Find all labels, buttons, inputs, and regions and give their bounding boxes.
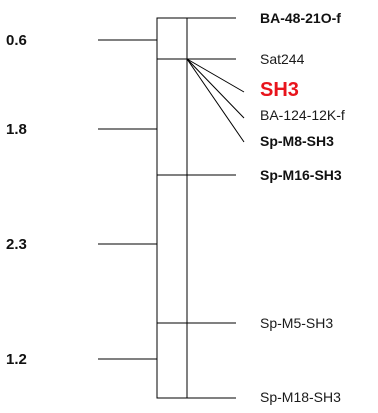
marker-label-spm8: Sp-M8-SH3 bbox=[260, 133, 334, 149]
fan-line-ba124 bbox=[186, 58, 245, 119]
marker-label-spm18: Sp-M18-SH3 bbox=[260, 389, 341, 405]
marker-label-sat244: Sat244 bbox=[260, 51, 305, 67]
marker-label-ba48: BA-48-21O-f bbox=[260, 10, 341, 26]
distance-label-1: 0.6 bbox=[6, 32, 27, 49]
fan-line-spm8 bbox=[186, 58, 245, 143]
distance-label-4: 1.2 bbox=[6, 351, 27, 368]
marker-label-ba124: BA-124-12K-f bbox=[260, 107, 345, 123]
chromosome-bar bbox=[156, 17, 188, 399]
fan-line-sh3 bbox=[186, 58, 245, 93]
distance-label-3: 2.3 bbox=[6, 236, 27, 253]
marker-label-spm16: Sp-M16-SH3 bbox=[260, 167, 342, 183]
marker-label-spm5: Sp-M5-SH3 bbox=[260, 315, 334, 331]
marker-label-sh3: SH3 bbox=[260, 79, 299, 101]
distance-label-2: 1.8 bbox=[6, 121, 27, 138]
